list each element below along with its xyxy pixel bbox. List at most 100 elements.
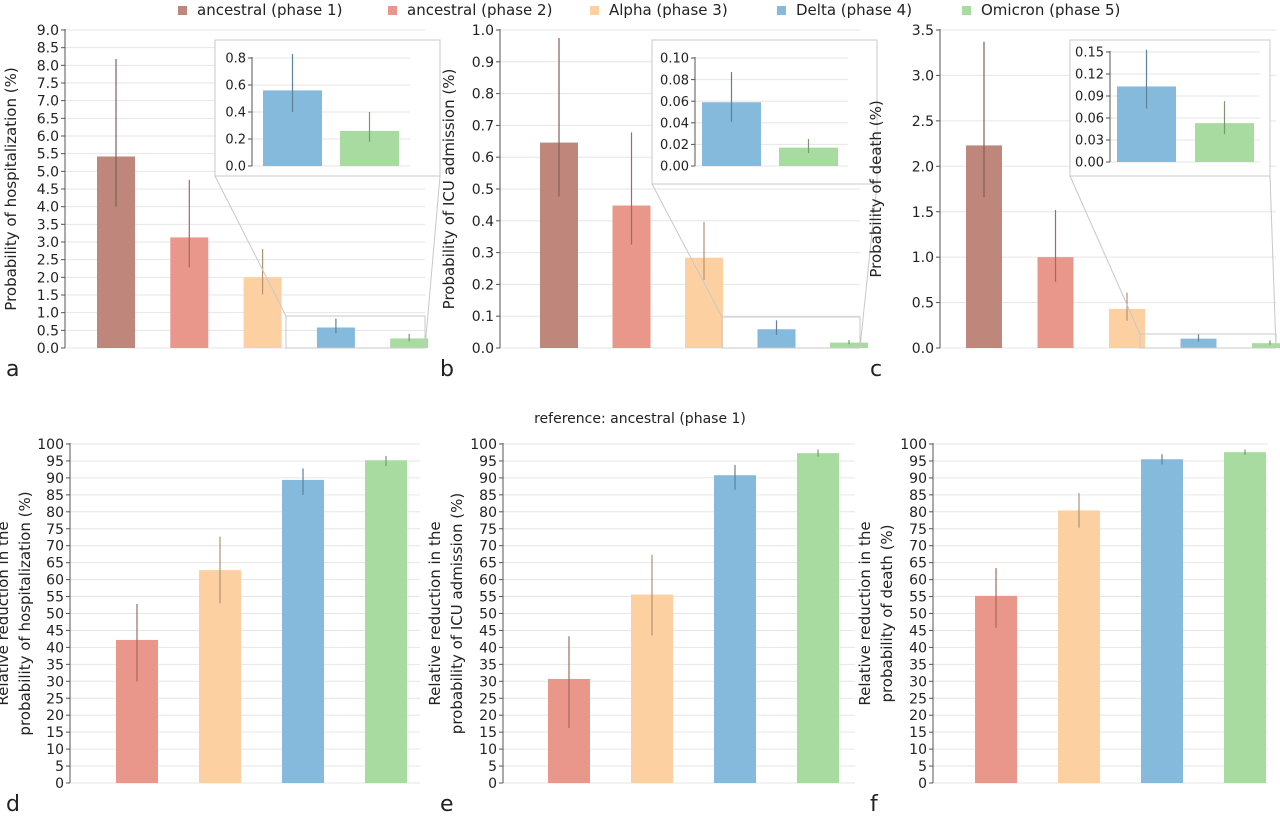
y-tick-label: 50 xyxy=(909,607,927,623)
y-tick-label: 80 xyxy=(46,505,64,521)
y-axis-label: probability of hospitalization (%) xyxy=(16,491,34,735)
legend-swatch xyxy=(777,5,786,15)
y-tick-label: 0.6 xyxy=(472,150,494,166)
y-tick-label: 45 xyxy=(909,623,927,639)
y-tick-label: 0.7 xyxy=(472,118,494,134)
y-tick-label: 25 xyxy=(909,691,927,707)
legend-swatch xyxy=(962,5,971,15)
bar xyxy=(757,329,796,348)
y-tick-label: 7.5 xyxy=(37,76,59,92)
y-tick-label: 100 xyxy=(37,437,64,453)
y-tick-label: 3.0 xyxy=(912,68,934,84)
panel-letter: c xyxy=(870,357,882,382)
y-tick-label: 15 xyxy=(479,725,497,741)
y-tick-label: 65 xyxy=(479,556,497,572)
y-tick-label: 90 xyxy=(909,471,927,487)
legend: ancestral (phase 1) ancestral (phase 2) Al… xyxy=(0,0,1280,22)
y-tick-label: 90 xyxy=(479,471,497,487)
y-tick-label: 60 xyxy=(479,573,497,589)
zoom-region xyxy=(721,316,861,349)
y-tick-label: 1.5 xyxy=(912,205,934,221)
y-tick-label: 10 xyxy=(479,742,497,758)
y-tick-label: 55 xyxy=(46,590,64,606)
y-tick-label: 6.0 xyxy=(37,129,59,145)
y-tick-label: 95 xyxy=(479,454,497,470)
bar xyxy=(282,479,324,783)
y-axis-label: Relative reduction in the xyxy=(0,521,12,705)
y-tick-label: 30 xyxy=(909,674,927,690)
y-tick-label: 1.5 xyxy=(37,288,59,304)
zoom-region xyxy=(285,315,426,349)
bar xyxy=(1058,510,1100,783)
y-tick-label: 45 xyxy=(479,623,497,639)
y-tick-label: 35 xyxy=(479,657,497,673)
bar xyxy=(830,342,868,348)
y-axis-label: Probability of hospitalization (%) xyxy=(2,67,20,310)
y-tick-label: 10 xyxy=(46,742,64,758)
y-tick-label: 30 xyxy=(46,674,64,690)
legend-swatch xyxy=(388,5,397,15)
chart-panel-b: 0.0 0.1 0.2 0.3 0.4 0.5 0.6 0.7 0.8 0.9 1.0 Probabi… xyxy=(440,23,878,382)
inset-frame xyxy=(651,39,878,185)
y-tick-label: 0.00 xyxy=(1075,156,1104,171)
y-tick-label: 35 xyxy=(46,657,64,673)
y-tick-label: 3.0 xyxy=(37,235,59,251)
y-tick-label: 0.06 xyxy=(660,95,689,110)
bar xyxy=(1141,459,1183,783)
y-tick-label: 0.4 xyxy=(225,106,246,121)
y-tick-label: 0.03 xyxy=(1075,134,1104,149)
chart-panel-e: 0510152025303540455055606570758085909510… xyxy=(426,437,855,817)
y-tick-label: 0 xyxy=(55,776,64,792)
legend-label: ancestral (phase 1) xyxy=(197,1,343,19)
y-tick-label: 1.0 xyxy=(472,23,494,39)
y-axis-label: Relative reduction in the xyxy=(426,521,444,705)
y-axis-label: Relative reduction in the xyxy=(856,521,874,705)
y-tick-label: 0.0 xyxy=(912,341,934,357)
y-tick-label: 85 xyxy=(46,488,64,504)
y-tick-label: 100 xyxy=(470,437,497,453)
y-tick-label: 1.0 xyxy=(37,306,59,322)
y-tick-label: 0.4 xyxy=(472,214,494,230)
y-tick-label: 4.0 xyxy=(37,200,59,216)
y-tick-label: 0.04 xyxy=(660,116,689,131)
panel-letter: e xyxy=(440,792,454,817)
y-tick-label: 2.5 xyxy=(912,114,934,130)
panel-letter: d xyxy=(6,792,20,817)
y-tick-label: 55 xyxy=(909,590,927,606)
zoom-connector xyxy=(1269,175,1277,349)
inset-chart: 0.00 0.03 0.06 0.09 0.12 0.15 xyxy=(1069,39,1271,177)
y-tick-label: 5 xyxy=(918,759,927,775)
legend-label: ancestral (phase 2) xyxy=(407,1,553,19)
y-tick-label: 0.5 xyxy=(912,296,934,312)
y-tick-label: 4.5 xyxy=(37,182,59,198)
y-tick-label: 0.5 xyxy=(472,182,494,198)
y-tick-label: 75 xyxy=(479,522,497,538)
y-tick-label: 0.8 xyxy=(472,87,494,103)
y-tick-label: 3.5 xyxy=(912,23,934,39)
y-tick-label: 85 xyxy=(479,488,497,504)
y-tick-label: 40 xyxy=(479,640,497,656)
legend-item: ancestral (phase 2) xyxy=(388,0,552,20)
y-tick-label: 0.00 xyxy=(660,160,689,175)
zoom-connector xyxy=(651,183,723,318)
y-tick-label: 20 xyxy=(479,708,497,724)
y-tick-label: 5.5 xyxy=(37,147,59,163)
y-tick-label: 85 xyxy=(909,488,927,504)
panel-letter: a xyxy=(6,357,19,382)
inset-chart: 0.00 0.02 0.04 0.06 0.08 0.10 xyxy=(651,39,878,185)
y-axis-label: probability of death (%) xyxy=(878,524,896,702)
legend-item: Delta (phase 4) xyxy=(777,0,912,20)
y-tick-label: 9.0 xyxy=(37,23,59,39)
bar xyxy=(316,327,355,348)
y-tick-label: 1.0 xyxy=(912,250,934,266)
y-tick-label: 0.1 xyxy=(472,309,494,325)
y-tick-label: 0.8 xyxy=(225,52,246,67)
chart-panel-c: 0.0 0.5 1.0 1.5 2.0 2.5 3.0 3.5 Probability of d… xyxy=(867,23,1280,382)
y-tick-label: 20 xyxy=(46,708,64,724)
legend-label: Alpha (phase 3) xyxy=(609,1,728,19)
y-tick-label: 80 xyxy=(909,505,927,521)
y-axis-label: probability of ICU admission (%) xyxy=(448,493,466,734)
y-tick-label: 45 xyxy=(46,623,64,639)
y-tick-label: 7.0 xyxy=(37,94,59,110)
